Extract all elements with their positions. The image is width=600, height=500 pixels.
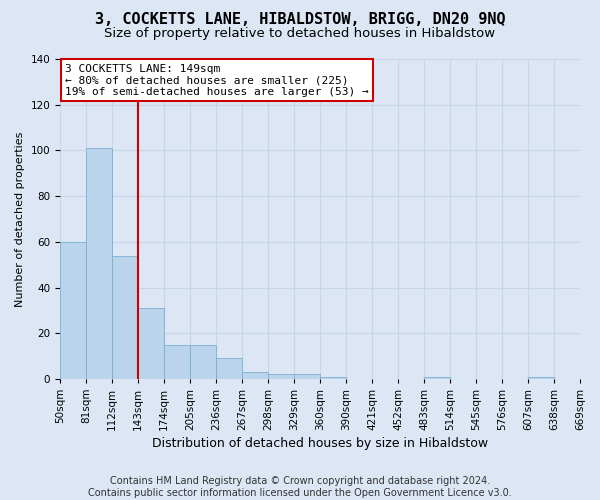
Bar <box>60 242 86 379</box>
Text: Contains HM Land Registry data © Crown copyright and database right 2024.
Contai: Contains HM Land Registry data © Crown c… <box>88 476 512 498</box>
Bar <box>268 374 294 379</box>
Bar <box>242 372 268 379</box>
Bar <box>216 358 242 379</box>
X-axis label: Distribution of detached houses by size in Hibaldstow: Distribution of detached houses by size … <box>152 437 488 450</box>
Bar <box>112 256 138 379</box>
Text: 3 COCKETTS LANE: 149sqm
← 80% of detached houses are smaller (225)
19% of semi-d: 3 COCKETTS LANE: 149sqm ← 80% of detache… <box>65 64 369 97</box>
Bar <box>528 376 554 379</box>
Bar <box>138 308 164 379</box>
Bar <box>86 148 112 379</box>
Bar <box>164 344 190 379</box>
Bar <box>190 344 216 379</box>
Text: Size of property relative to detached houses in Hibaldstow: Size of property relative to detached ho… <box>104 28 496 40</box>
Bar <box>424 376 450 379</box>
Bar <box>294 374 320 379</box>
Text: 3, COCKETTS LANE, HIBALDSTOW, BRIGG, DN20 9NQ: 3, COCKETTS LANE, HIBALDSTOW, BRIGG, DN2… <box>95 12 505 28</box>
Y-axis label: Number of detached properties: Number of detached properties <box>15 132 25 306</box>
Bar <box>320 376 346 379</box>
